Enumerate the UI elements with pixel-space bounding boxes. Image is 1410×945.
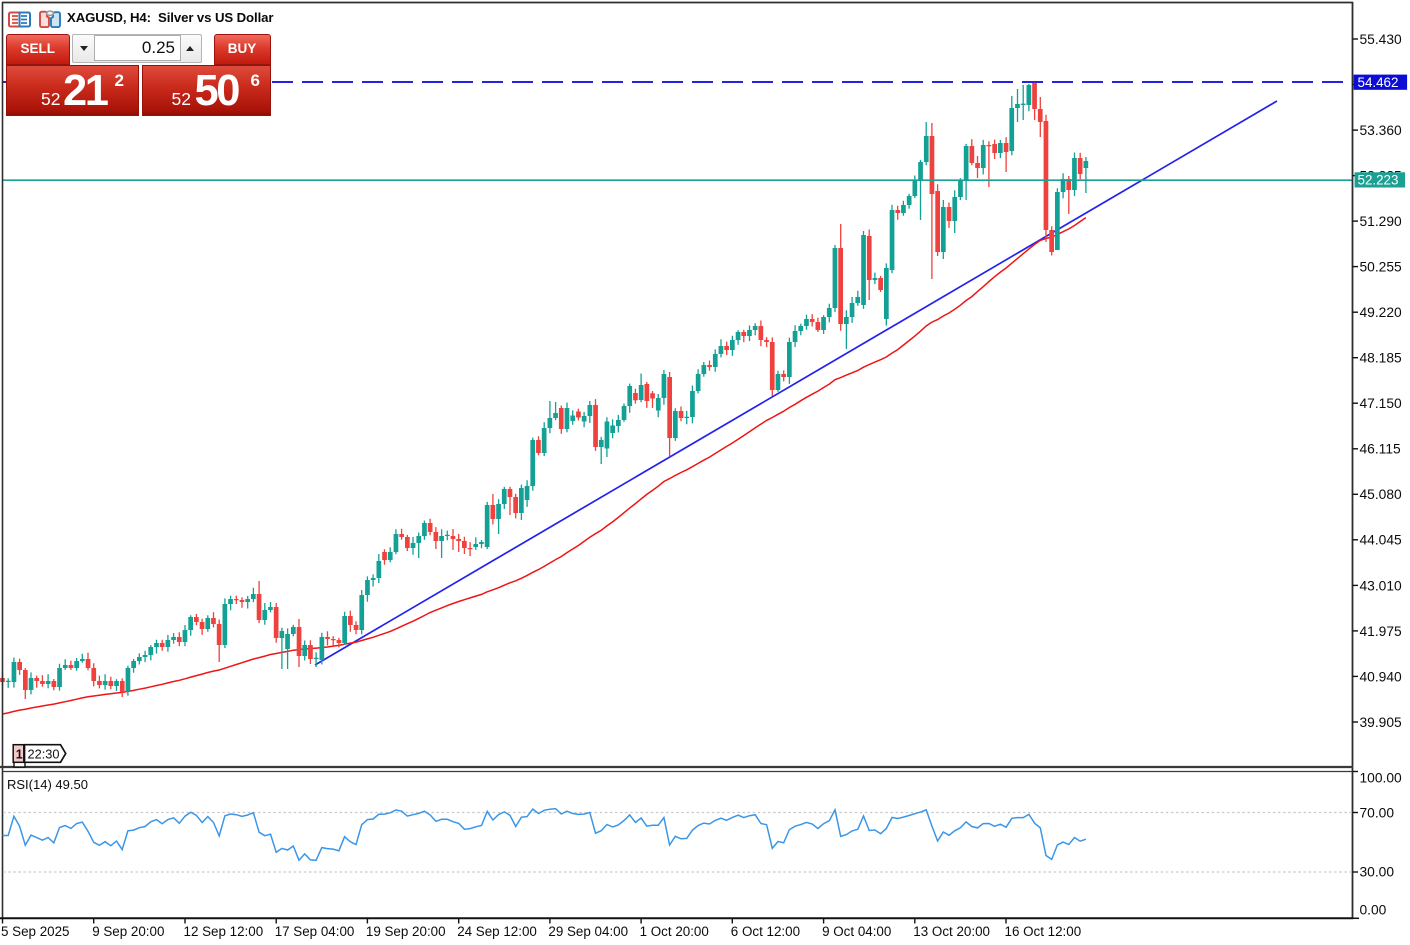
svg-text:16 Oct 12:00: 16 Oct 12:00	[1005, 924, 1082, 939]
svg-text:1 Oct 20:00: 1 Oct 20:00	[640, 924, 709, 939]
svg-text:43.010: 43.010	[1360, 578, 1403, 593]
svg-text:70.00: 70.00	[1360, 805, 1395, 820]
svg-text:40.940: 40.940	[1360, 669, 1403, 684]
svg-text:47.150: 47.150	[1360, 396, 1403, 411]
svg-text:55.430: 55.430	[1360, 32, 1403, 47]
svg-text:24 Sep 12:00: 24 Sep 12:00	[457, 924, 537, 939]
svg-text:RSI(14) 49.50: RSI(14) 49.50	[7, 777, 88, 792]
svg-text:45.080: 45.080	[1360, 487, 1403, 502]
svg-text:51.290: 51.290	[1360, 214, 1403, 229]
svg-text:52.223: 52.223	[1358, 173, 1399, 188]
svg-text:9 Sep 20:00: 9 Sep 20:00	[92, 924, 164, 939]
svg-text:19 Sep 20:00: 19 Sep 20:00	[366, 924, 446, 939]
svg-text:100.00: 100.00	[1360, 770, 1403, 785]
svg-text:53.360: 53.360	[1360, 123, 1403, 138]
svg-text:12 Sep 12:00: 12 Sep 12:00	[184, 924, 264, 939]
svg-text:50.255: 50.255	[1360, 260, 1403, 275]
svg-text:49.220: 49.220	[1360, 305, 1403, 320]
svg-text:46.115: 46.115	[1360, 442, 1402, 457]
svg-text:9 Oct 04:00: 9 Oct 04:00	[822, 924, 891, 939]
svg-text:1: 1	[16, 747, 23, 761]
svg-text:17 Sep 04:00: 17 Sep 04:00	[275, 924, 355, 939]
svg-text:29 Sep 04:00: 29 Sep 04:00	[548, 924, 628, 939]
svg-text:41.975: 41.975	[1360, 624, 1403, 639]
svg-text:0.00: 0.00	[1360, 903, 1387, 918]
svg-text:6 Oct 12:00: 6 Oct 12:00	[731, 924, 800, 939]
svg-text:5 Sep 2025: 5 Sep 2025	[1, 924, 70, 939]
svg-text:48.185: 48.185	[1360, 351, 1403, 366]
svg-text:39.905: 39.905	[1360, 715, 1403, 730]
svg-text:54.462: 54.462	[1358, 75, 1399, 90]
svg-text:44.045: 44.045	[1360, 533, 1403, 548]
svg-text:22:30: 22:30	[28, 746, 60, 761]
svg-text:13 Oct 20:00: 13 Oct 20:00	[913, 924, 990, 939]
svg-text:30.00: 30.00	[1360, 865, 1395, 880]
